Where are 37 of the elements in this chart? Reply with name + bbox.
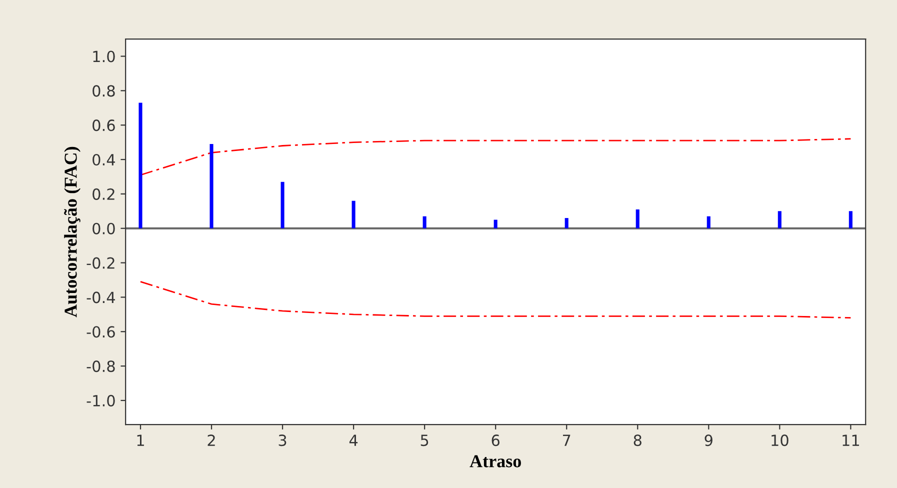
y-axis-title: Autocorrelação (FAC) [64, 146, 80, 318]
bar [352, 200, 356, 228]
x-tick-label: 3 [278, 434, 286, 446]
x-tick-label: 8 [634, 434, 642, 446]
bar [848, 211, 852, 228]
y-tick-label: -1.0 [86, 394, 115, 406]
y-tick-label: 0.8 [92, 85, 115, 97]
x-tick-label: 5 [420, 434, 428, 446]
y-tick-label: -0.8 [86, 360, 115, 372]
y-tick-label: -0.6 [86, 326, 115, 338]
x-tick-label: 6 [492, 434, 500, 446]
y-tick-label: 0.4 [92, 154, 115, 166]
y-tick-label: -0.4 [86, 292, 115, 304]
x-tick-label: 9 [704, 434, 712, 446]
line-series [140, 281, 852, 319]
bar [706, 216, 710, 228]
y-tick-label: 0.2 [92, 188, 114, 200]
x-tick-label: 10 [772, 434, 788, 446]
y-tick-label: 1.0 [93, 50, 115, 62]
x-tick-label: 11 [842, 434, 859, 446]
bar [138, 102, 142, 228]
bar [280, 182, 284, 228]
bar [422, 216, 426, 228]
bar [210, 144, 214, 228]
bar [564, 218, 568, 228]
x-tick-label: 1 [137, 434, 144, 446]
bar [636, 209, 640, 228]
x-tick-label: 4 [349, 434, 358, 446]
x-tick-label: 2 [208, 434, 215, 446]
x-tick-label: 7 [563, 434, 570, 446]
line-series [140, 138, 852, 176]
bar [494, 220, 498, 228]
x-axis-title: Atraso [470, 455, 521, 468]
y-tick-label: -0.2 [86, 257, 114, 269]
y-tick-label: 0.6 [92, 120, 115, 132]
y-tick-label: 0.0 [92, 222, 115, 234]
bar [778, 211, 782, 228]
